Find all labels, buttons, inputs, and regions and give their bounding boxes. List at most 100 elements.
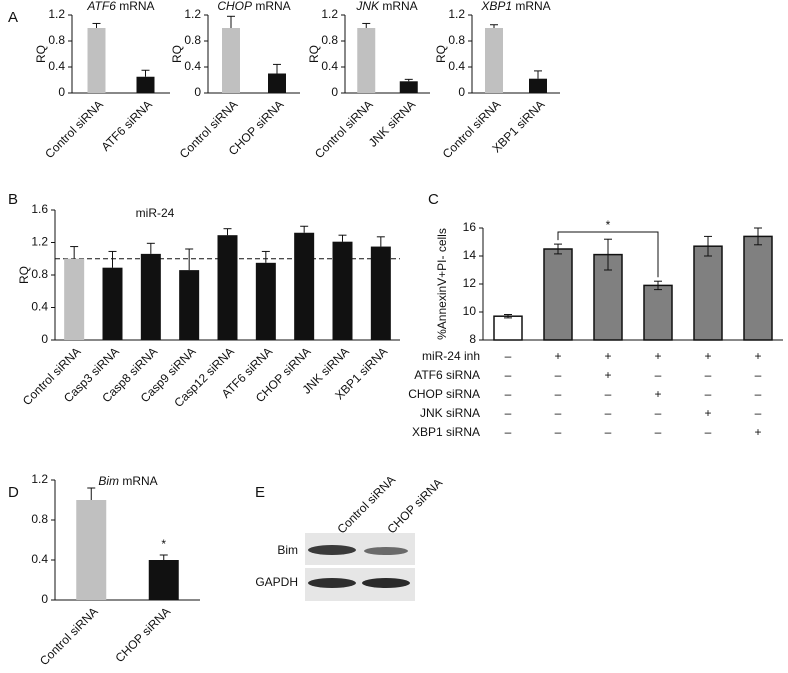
bar — [148, 560, 179, 600]
panel-label: D — [8, 484, 19, 501]
bar — [399, 81, 418, 93]
condition-sign: – — [505, 406, 512, 420]
x-tick-label: Control siRNA — [440, 97, 504, 161]
blot-band — [308, 545, 356, 555]
blot-band — [308, 578, 356, 588]
row-label: JNK siRNA — [420, 406, 480, 420]
condition-sign: + — [554, 349, 561, 363]
y-tick-label: 0.8 — [184, 33, 201, 47]
title-gene: JNK — [355, 0, 380, 13]
bar — [543, 248, 573, 341]
bar — [179, 270, 200, 340]
chart-title: miR-24 — [136, 206, 175, 220]
significance: * — [161, 537, 166, 551]
bar — [76, 500, 107, 600]
row-label: CHOP siRNA — [408, 387, 480, 401]
blot-band — [362, 578, 410, 588]
y-tick-label: 0.8 — [31, 267, 48, 281]
bar — [485, 28, 503, 93]
bar — [87, 28, 106, 93]
y-tick-label: 0.4 — [448, 59, 465, 73]
y-tick-label: 0 — [58, 85, 65, 99]
y-tick-label: 12 — [463, 276, 477, 290]
y-tick-label: 0.8 — [48, 33, 65, 47]
condition-sign: – — [705, 387, 712, 401]
bar — [140, 253, 161, 340]
y-tick-label: 1.2 — [448, 7, 465, 21]
x-tick-label: ATF6 siRNA — [98, 97, 154, 153]
bar — [693, 245, 723, 341]
y-axis-label: RQ — [170, 45, 184, 63]
significance: * — [606, 218, 611, 232]
y-tick-label: 0 — [331, 85, 338, 99]
condition-sign: – — [555, 425, 562, 439]
y-tick-label: 10 — [463, 304, 477, 318]
condition-sign: + — [604, 368, 611, 382]
y-tick-label: 1.2 — [184, 7, 201, 21]
x-tick-label: Control siRNA — [37, 604, 101, 668]
row-label: Bim — [277, 543, 298, 557]
bar — [64, 258, 85, 340]
row-label: GAPDH — [255, 575, 298, 589]
y-tick-label: 1.6 — [31, 202, 48, 216]
y-tick-label: 0.4 — [48, 59, 65, 73]
condition-sign: – — [505, 387, 512, 401]
title-text: mRNA — [122, 474, 157, 488]
row-label: miR-24 inh — [422, 349, 480, 363]
condition-sign: – — [655, 406, 662, 420]
y-axis-label: %AnnexinV+PI- cells — [435, 228, 449, 340]
y-tick-label: 14 — [463, 248, 477, 262]
y-tick-label: 16 — [463, 220, 477, 234]
condition-sign: – — [505, 368, 512, 382]
condition-sign: – — [605, 406, 612, 420]
bar — [294, 232, 315, 340]
condition-sign: – — [705, 425, 712, 439]
condition-sign: + — [754, 349, 761, 363]
title-text: miR-24 — [136, 206, 175, 220]
condition-sign: + — [654, 349, 661, 363]
condition-sign: – — [655, 368, 662, 382]
significance-bracket — [557, 231, 659, 278]
bar — [222, 28, 240, 93]
y-axis-label: RQ — [17, 266, 31, 284]
y-tick-label: 0 — [41, 332, 48, 346]
y-tick-label: 0.8 — [448, 33, 465, 47]
condition-sign: – — [555, 406, 562, 420]
bar — [332, 241, 353, 340]
row-label: XBP1 siRNA — [412, 425, 480, 439]
bar — [217, 235, 238, 340]
bar — [255, 262, 276, 340]
condition-sign: – — [555, 387, 562, 401]
condition-sign: – — [505, 425, 512, 439]
condition-sign: – — [705, 368, 712, 382]
panel-label: A — [8, 9, 18, 26]
condition-sign: + — [654, 387, 661, 401]
title-text: mRNA — [515, 0, 550, 13]
condition-sign: + — [754, 425, 761, 439]
y-tick-label: 1.2 — [31, 472, 48, 486]
bar — [370, 246, 391, 340]
x-tick-label: Control siRNA — [42, 97, 106, 161]
title-gene: XBP1 — [480, 0, 512, 13]
panel-label: B — [8, 191, 18, 208]
y-tick-label: 1.2 — [321, 7, 338, 21]
bar — [268, 73, 286, 93]
chart-title: JNK mRNA — [355, 0, 417, 13]
condition-sign: – — [655, 425, 662, 439]
condition-sign: – — [505, 349, 512, 363]
y-tick-label: 0.4 — [31, 300, 48, 314]
bar — [743, 235, 773, 341]
condition-sign: + — [704, 349, 711, 363]
condition-sign: – — [605, 387, 612, 401]
condition-sign: + — [704, 406, 711, 420]
y-tick-label: 0.4 — [184, 59, 201, 73]
bar — [136, 76, 155, 93]
bar — [102, 267, 123, 340]
x-tick-label: CHOP siRNA — [112, 604, 173, 665]
y-tick-label: 0 — [458, 85, 465, 99]
condition-sign: – — [555, 368, 562, 382]
y-tick-label: 1.2 — [31, 235, 48, 249]
y-tick-label: 0 — [41, 592, 48, 606]
y-tick-label: 0.8 — [321, 33, 338, 47]
